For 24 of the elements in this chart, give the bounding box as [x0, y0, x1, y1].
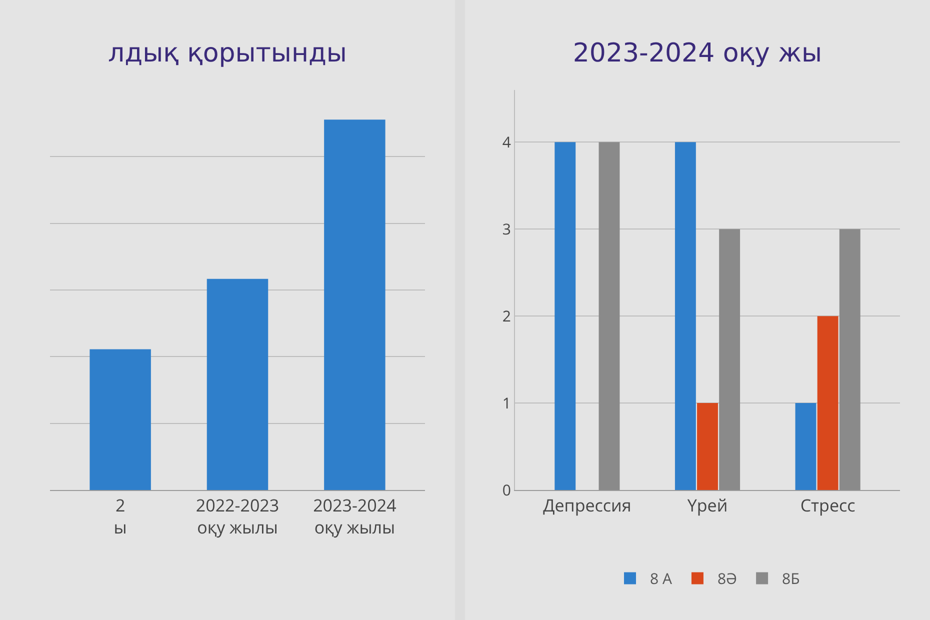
y-tick-label: 4 [502, 132, 512, 152]
legend-label: 8Б [782, 569, 800, 590]
bar [674, 142, 696, 490]
bar [839, 229, 860, 490]
y-tick-label: 1 [502, 393, 511, 414]
x-tick-label: Депрессия [543, 493, 632, 516]
bar [697, 403, 718, 490]
chart-title: лдық қорытынды [108, 38, 347, 69]
y-tick-label: 0 [502, 480, 511, 500]
x-tick-label: 2022-2023 оқу жылы [196, 493, 280, 538]
bar [554, 142, 576, 490]
y-tick-label: 3 [502, 219, 511, 240]
y-tick-label: 2 [502, 306, 511, 326]
x-tick-label: 2 ы [114, 493, 127, 538]
legend-label: 8Ә [717, 569, 738, 590]
bar [598, 142, 620, 490]
chart-title: 2023-2024 оқу жы [572, 38, 822, 69]
x-tick-label: Үрей [687, 493, 728, 516]
bar [719, 229, 740, 490]
bar [817, 316, 838, 490]
bar [795, 403, 816, 490]
legend-label: 8 А [650, 569, 672, 590]
x-tick-label: Стресс [800, 493, 856, 516]
x-tick-label: 2023-2024 оқу жылы [313, 493, 397, 538]
